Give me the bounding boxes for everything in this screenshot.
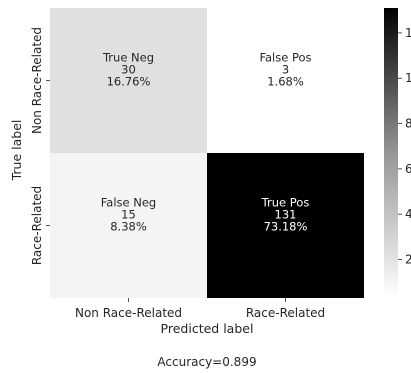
accuracy-annotation: Accuracy=0.899 [157,355,256,369]
cell-percent-label: 8.38% [110,220,147,234]
colorbar-tick-label: 80 [405,117,411,131]
y-tick-label: Race-Related [30,186,44,265]
cell-percent-label: 73.18% [264,220,308,234]
x-tick-label: Non Race-Related [75,306,182,320]
cell-count-label: 15 [121,208,136,222]
cell-percent-label: 1.68% [267,75,304,89]
heatmap-axis-ticks: Non Race-Related Race-Related Non Race-Rel… [30,27,325,320]
heatmap-cell [207,8,364,153]
colorbar-tick-label: 60 [405,162,411,176]
cell-count-label: 3 [282,63,289,77]
heatmap-cells [50,8,364,298]
heatmap-cell [50,8,207,153]
cell-count-label: 30 [121,63,136,77]
colorbar-tick-label: 120 [405,26,411,40]
colorbar-ticks: 20 40 60 80 100 120 [398,26,411,266]
cell-percent-label: 16.76% [107,75,151,89]
cell-name-label: False Neg [101,196,157,210]
y-axis-label: True label [9,120,24,182]
heatmap-cell [50,153,207,298]
cell-name-label: True Pos [261,196,310,210]
x-tick-label: Race-Related [246,306,325,320]
x-axis-label: Predicted label [161,321,254,336]
colorbar-tick-label: 100 [405,71,411,85]
colorbar [384,8,398,298]
cell-name-label: True Neg [102,51,154,65]
heatmap-cell [207,153,364,298]
y-tick-label: Non Race-Related [30,27,44,134]
cell-name-label: False Pos [259,51,311,65]
colorbar-tick-label: 20 [405,252,411,266]
colorbar-tick-label: 40 [405,207,411,221]
cell-count-label: 131 [275,208,297,222]
